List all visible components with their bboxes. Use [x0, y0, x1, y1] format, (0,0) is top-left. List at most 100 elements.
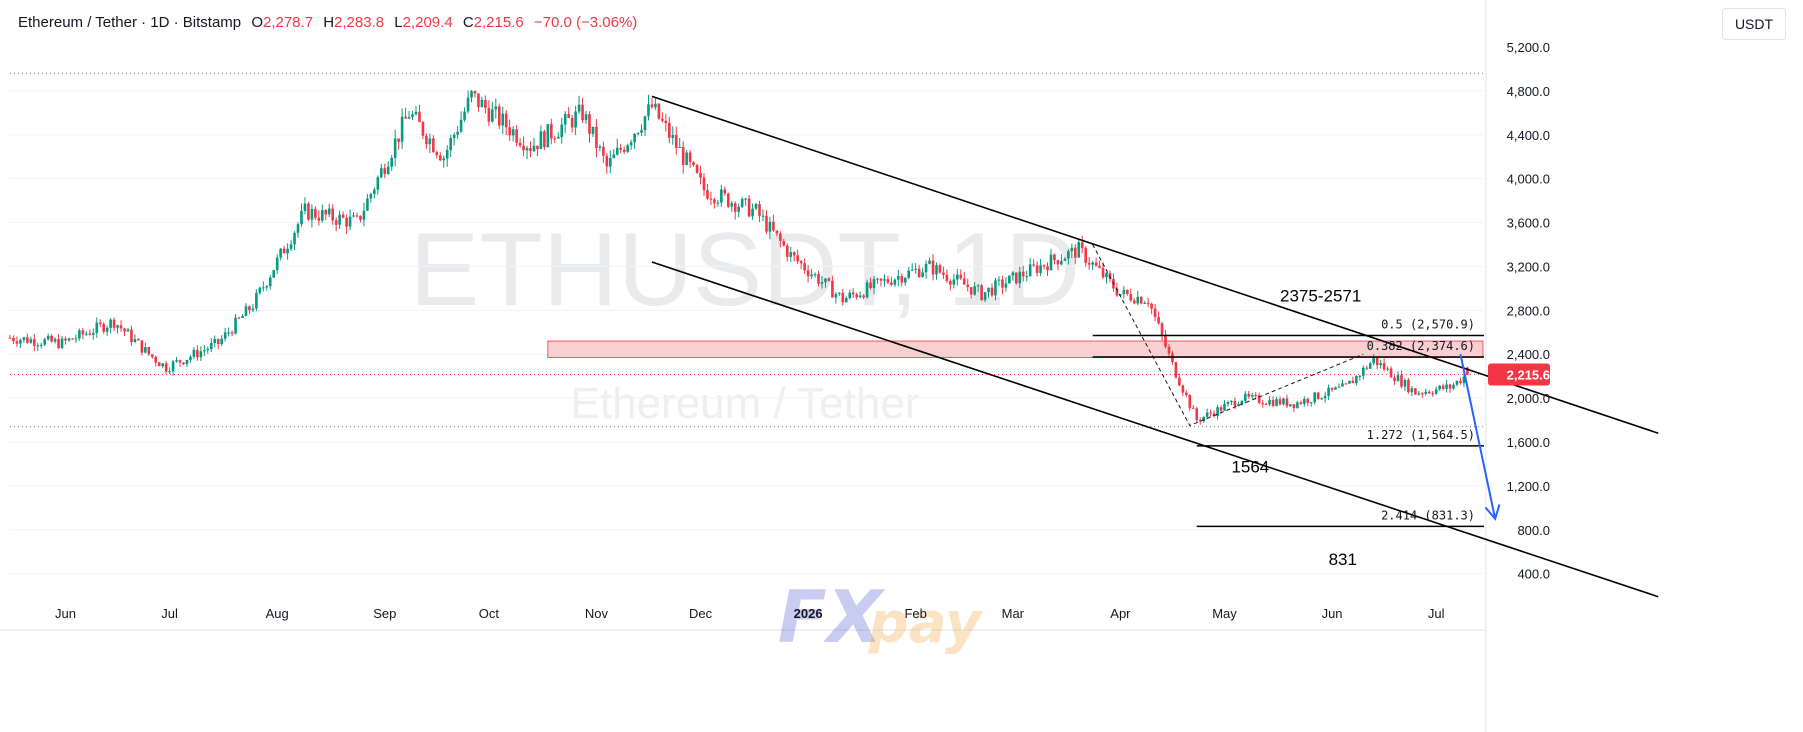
candle-body: [1362, 367, 1365, 376]
candle-body: [1167, 346, 1171, 354]
open-value: 2,278.7: [262, 14, 314, 31]
candle-body: [241, 315, 244, 318]
candle-body: [1448, 384, 1452, 389]
candle-body: [1181, 385, 1185, 393]
candle-body: [345, 217, 348, 227]
candle-body: [390, 157, 393, 167]
candle-body: [1139, 296, 1143, 304]
candle-body: [1035, 265, 1039, 273]
candle-body: [1237, 404, 1240, 407]
candle-body: [969, 287, 973, 295]
candle-body: [917, 268, 921, 277]
candle-body: [803, 263, 806, 271]
candle-body: [463, 111, 466, 120]
candle-body: [470, 91, 473, 98]
candle-body: [452, 134, 456, 139]
candle-body: [1209, 412, 1212, 414]
candle-body: [414, 111, 418, 115]
candle-body: [1223, 403, 1226, 411]
candle-body: [1188, 394, 1192, 408]
candle-body: [817, 274, 820, 284]
forecast-arrow-head: [1484, 504, 1501, 521]
candle-body: [425, 135, 428, 145]
candle-body: [67, 338, 71, 341]
candle-body: [355, 215, 359, 217]
candle-body: [1261, 402, 1264, 405]
candle-body: [359, 215, 362, 220]
candle-body: [1001, 279, 1004, 288]
candle-body: [1056, 260, 1060, 265]
annotation-label: 1564: [1231, 458, 1269, 477]
candle-body: [171, 361, 175, 372]
candle-body: [1046, 266, 1049, 271]
candle-body: [990, 287, 994, 296]
candle-body: [1462, 376, 1466, 384]
candle-body: [1219, 407, 1223, 411]
candle-body: [671, 134, 675, 138]
candle-body: [459, 119, 463, 132]
price-axis[interactable]: 400.0 800.0 1,200.0 1,600.0 2,000.0 2,400.0 2,…: [1488, 40, 1550, 582]
candle-body: [140, 340, 144, 353]
candle-body: [230, 332, 234, 334]
candle-body: [848, 292, 852, 299]
candle-body: [1198, 420, 1202, 422]
candle-body: [504, 113, 508, 128]
candle-body: [1080, 242, 1084, 248]
candle-body: [980, 285, 983, 300]
candle-body: [1084, 247, 1087, 263]
fib-level-label: 2.414 (831.3): [1381, 508, 1475, 522]
change-value: −70.0 (−3.06%): [533, 14, 638, 31]
candle-body: [910, 269, 914, 271]
candle-body: [91, 332, 95, 335]
candle-body: [310, 209, 314, 220]
candle-body: [636, 132, 640, 134]
candle-body: [480, 99, 484, 108]
low-label: L: [394, 14, 403, 31]
candle-body: [751, 208, 754, 217]
candle-body: [144, 347, 147, 353]
candle-body: [664, 120, 668, 124]
currency-button[interactable]: USDT: [1722, 8, 1786, 40]
candle-body: [914, 268, 917, 270]
candle-body: [897, 276, 900, 280]
candle-body: [178, 360, 182, 363]
candle-body: [362, 210, 366, 220]
candle-body: [154, 356, 158, 363]
candle-body: [1053, 254, 1056, 261]
candle-body: [546, 124, 550, 148]
candle-body: [713, 199, 716, 204]
candle-body: [36, 345, 40, 347]
candle-body: [1309, 402, 1313, 404]
time-axis[interactable]: Jun Jul Aug Sep Oct Nov Dec 2026 Feb Mar Apr May Jun…: [55, 606, 1445, 621]
symbol-header: Ethereum / Tether · 1D · Bitstamp O2,278…: [18, 14, 637, 31]
candle-body: [560, 124, 564, 137]
candle-body: [865, 282, 869, 298]
candle-body: [550, 124, 553, 139]
candle-body: [522, 145, 525, 151]
candle-body: [543, 131, 546, 148]
candle-body: [71, 338, 74, 340]
dotted-levels: [10, 72, 1484, 428]
candle-body: [407, 117, 411, 119]
candle-body: [931, 260, 935, 275]
candle-body: [1382, 363, 1386, 370]
candle-body: [12, 337, 15, 342]
candle-body: [674, 134, 678, 148]
candle-body: [903, 277, 907, 283]
candle-body: [286, 248, 289, 254]
candle-body: [966, 284, 970, 288]
candle-body: [32, 339, 36, 346]
candle-body: [556, 136, 560, 139]
candle-body: [785, 245, 789, 257]
candle-body: [46, 335, 50, 340]
price-tick-label: 400.0: [1517, 567, 1550, 582]
candle-body: [1445, 384, 1448, 389]
candle-body: [268, 277, 272, 287]
candle-body: [289, 244, 293, 249]
candle-body: [532, 145, 536, 152]
annotation-label: 2375-2571: [1280, 287, 1361, 306]
candle-body: [605, 155, 609, 167]
candle-body: [838, 292, 841, 294]
candle-body: [893, 279, 897, 285]
